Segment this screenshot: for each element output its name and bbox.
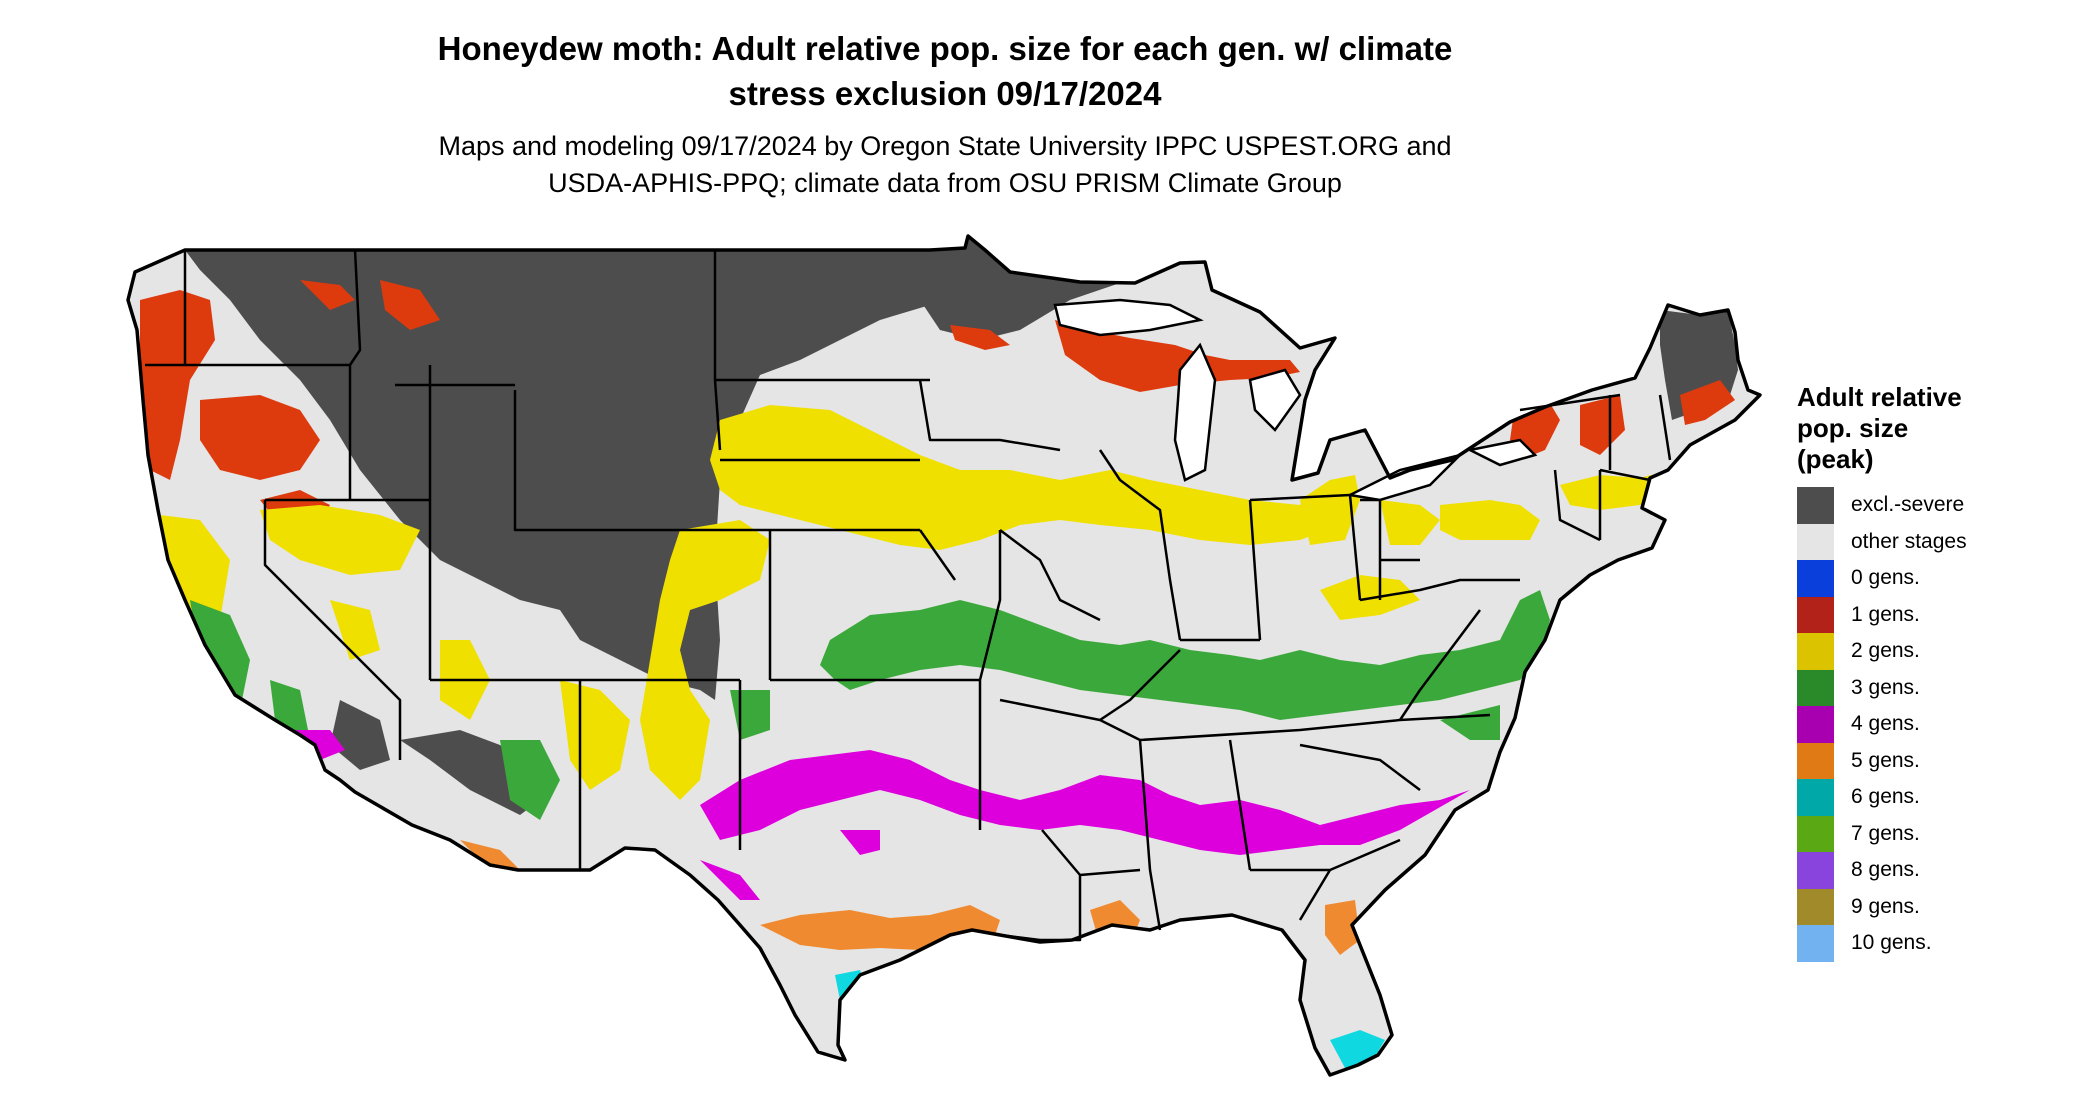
legend-swatch [1797,487,1834,524]
map-title: Honeydew moth: Adult relative pop. size … [0,26,1890,116]
legend-item: 4 gens. [1797,706,2087,743]
legend-label: 7 gens. [1851,821,1920,845]
legend-swatch [1797,742,1834,779]
legend-title: Adult relative pop. size (peak) [1797,382,2087,475]
legend-swatch [1797,560,1834,597]
legend-label: 2 gens. [1851,639,1920,663]
legend-label: 3 gens. [1851,675,1920,699]
subtitle-line-1: Maps and modeling 09/17/2024 by Oregon S… [438,131,1452,161]
legend-swatch [1797,596,1834,633]
legend-item: 1 gens. [1797,596,2087,633]
legend-label: 4 gens. [1851,712,1920,736]
legend-item: 8 gens. [1797,852,2087,889]
legend-item: other stages [1797,523,2087,560]
gen-bands [140,236,1738,1068]
legend-swatch [1797,779,1834,816]
legend-title-line-3: (peak) [1797,444,1874,474]
legend-swatch [1797,633,1834,670]
legend-label: 1 gens. [1851,602,1920,626]
legend-label: 8 gens. [1851,858,1920,882]
legend-label: other stages [1851,529,1967,553]
legend-label: 5 gens. [1851,748,1920,772]
legend-item: 10 gens. [1797,925,2087,962]
legend-item: 9 gens. [1797,888,2087,925]
map-subtitle: Maps and modeling 09/17/2024 by Oregon S… [0,128,1890,202]
legend-item: 2 gens. [1797,633,2087,670]
legend-label: 9 gens. [1851,894,1920,918]
legend-swatch [1797,669,1834,706]
legend-title-line-2: pop. size [1797,413,1909,443]
legend-label: 6 gens. [1851,785,1920,809]
legend-title-line-1: Adult relative [1797,382,1962,412]
legend-item: excl.-severe [1797,487,2087,524]
legend-item: 6 gens. [1797,779,2087,816]
legend-swatch [1797,706,1834,743]
title-line-1: Honeydew moth: Adult relative pop. size … [437,30,1453,67]
legend-item: 3 gens. [1797,669,2087,706]
legend-item: 5 gens. [1797,742,2087,779]
legend-item: 7 gens. [1797,815,2087,852]
legend-swatch [1797,523,1834,560]
legend-label: 10 gens. [1851,931,1932,955]
legend: Adult relative pop. size (peak) excl.-se… [1797,382,2087,962]
legend-swatch [1797,852,1834,889]
legend-swatch [1797,815,1834,852]
legend-swatch [1797,888,1834,925]
legend-swatch [1797,925,1834,962]
title-line-2: stress exclusion 09/17/2024 [728,75,1162,112]
legend-item: 0 gens. [1797,560,2087,597]
us-phenology-map [126,234,1762,1077]
legend-label: 0 gens. [1851,566,1920,590]
legend-label: excl.-severe [1851,493,1965,517]
subtitle-line-2: USDA-APHIS-PPQ; climate data from OSU PR… [548,168,1342,198]
